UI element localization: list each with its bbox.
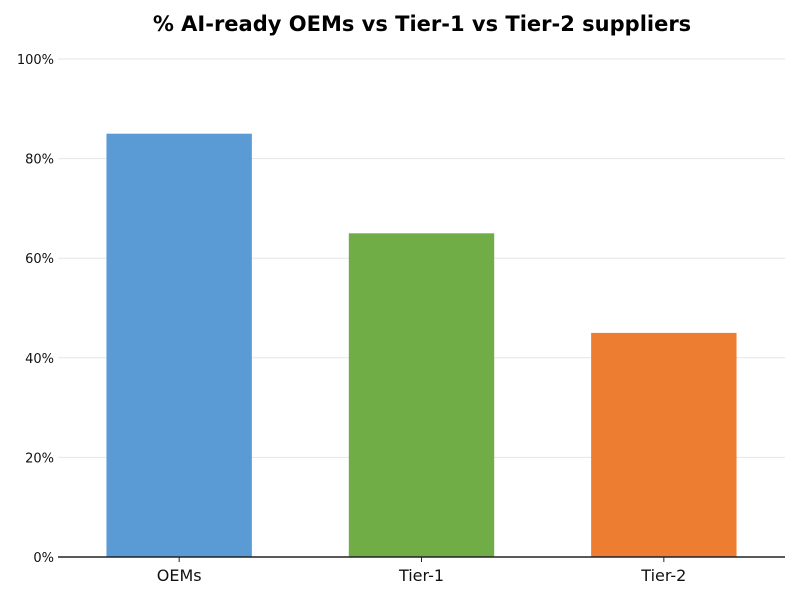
y-tick-label: 20%: [25, 451, 54, 466]
y-tick-label: 100%: [17, 53, 54, 68]
x-tick-label: OEMs: [157, 566, 202, 585]
bar-tier-2: [591, 332, 737, 557]
x-tick-label: Tier-2: [640, 566, 686, 585]
bar-oems: [106, 133, 252, 557]
y-tick-label: 0%: [33, 551, 54, 566]
y-tick-label: 60%: [25, 252, 54, 267]
chart-title: % AI-ready OEMs vs Tier-1 vs Tier-2 supp…: [153, 12, 691, 36]
x-tick-label: Tier-1: [398, 566, 444, 585]
y-tick-label: 40%: [25, 352, 54, 367]
y-tick-label: 80%: [25, 153, 54, 168]
bar-tier-1: [348, 233, 495, 558]
